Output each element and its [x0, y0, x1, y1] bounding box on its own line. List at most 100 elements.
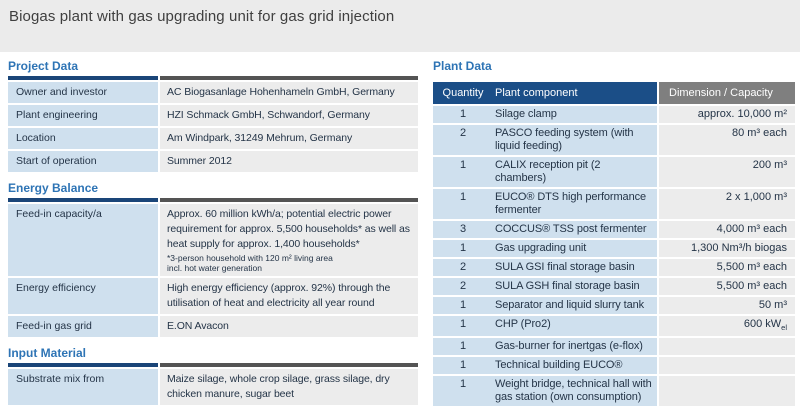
- table-row: 2 PASCO feeding system (with liquid feed…: [433, 125, 795, 155]
- table-row: Energy efficiency High energy efficiency…: [8, 278, 418, 314]
- header-quantity: Quantity: [442, 87, 484, 99]
- capacity-cell: 4,000 m³ each: [659, 221, 795, 238]
- capacity-cell: 80 m³ each: [659, 125, 795, 155]
- row-label: Energy efficiency: [8, 278, 158, 314]
- table-row: Owner and investor AC Biogasanlage Hohen…: [8, 82, 418, 103]
- plant-table-header: Quantity Plant component Dimension / Cap…: [433, 82, 795, 104]
- quantity-cell: 1: [459, 242, 467, 254]
- table-row: Feed-in gas grid E.ON Avacon: [8, 316, 418, 337]
- row-footnote: *3-person household with 120 m² living a…: [167, 253, 414, 273]
- table-row: 1 Silage clamp approx. 10,000 m²: [433, 106, 795, 123]
- header-capacity: Dimension / Capacity: [659, 82, 795, 104]
- row-value: E.ON Avacon: [160, 316, 418, 337]
- table-row: 1 EUCO® DTS high performance fermenter 2…: [433, 189, 795, 219]
- capacity-cell: 50 m³: [659, 297, 795, 314]
- row-label: Feed-in capacity/a: [8, 204, 158, 276]
- quantity-cell: 1: [459, 318, 467, 330]
- section-energy-balance: Energy Balance Feed-in capacity/a Approx…: [8, 181, 418, 337]
- underline-navy-segment: [8, 198, 158, 202]
- table-row: 1 Separator and liquid slurry tank 50 m³: [433, 297, 795, 314]
- row-label: Start of operation: [8, 151, 158, 172]
- capacity-cell: [659, 376, 795, 407]
- component-cell: Weight bridge, technical hall with gas s…: [495, 378, 652, 404]
- capacity-cell: 1,300 Nm³/h biogas: [659, 240, 795, 257]
- row-value: Summer 2012: [160, 151, 418, 172]
- section-underline: [8, 76, 418, 80]
- table-row: Substrate mix from Maize silage, whole c…: [8, 369, 418, 405]
- table-row: 2 SULA GSI final storage basin 5,500 m³ …: [433, 259, 795, 276]
- table-row: Location Am Windpark, 31249 Mehrum, Germ…: [8, 128, 418, 149]
- section-title-project-data: Project Data: [8, 59, 79, 73]
- component-cell: SULA GSI final storage basin: [495, 261, 635, 273]
- section-project-data: Project Data Owner and investor AC Bioga…: [8, 59, 418, 172]
- row-value: HZI Schmack GmbH, Schwandorf, Germany: [160, 105, 418, 126]
- capacity-value: 600 kW: [743, 318, 782, 330]
- table-row: Feed-in capacity/a Approx. 60 million kW…: [8, 204, 418, 276]
- row-value: AC Biogasanlage Hohenhameln GmbH, German…: [160, 82, 418, 103]
- underline-navy-segment: [8, 76, 158, 80]
- quantity-cell: 1: [459, 340, 467, 353]
- component-cell: Gas upgrading unit: [495, 242, 587, 254]
- capacity-cell: [659, 338, 795, 356]
- underline-gray-segment: [160, 198, 418, 202]
- page-title: Biogas plant with gas upgrading unit for…: [9, 8, 395, 25]
- quantity-cell: 3: [459, 223, 467, 235]
- table-row: 1 Technical building EUCO®: [433, 357, 795, 375]
- quantity-cell: 2: [459, 127, 467, 139]
- capacity-cell: [659, 357, 795, 375]
- plant-table-header-navy: Quantity Plant component: [433, 82, 657, 104]
- component-cell: Gas-burner for inertgas (e-flox): [495, 340, 643, 353]
- capacity-cell: 5,500 m³ each: [659, 259, 795, 276]
- underline-gray-segment: [160, 363, 418, 367]
- right-column: Plant Data Quantity Plant component Dime…: [433, 59, 795, 407]
- quantity-cell: 2: [459, 261, 467, 273]
- title-band: [0, 0, 800, 52]
- section-underline: [8, 198, 418, 202]
- quantity-cell: 1: [459, 159, 467, 171]
- component-cell: CHP (Pro2): [495, 318, 551, 330]
- capacity-subscript: el: [781, 323, 787, 333]
- table-row: 1 Weight bridge, technical hall with gas…: [433, 376, 795, 407]
- table-row: Start of operation Summer 2012: [8, 151, 418, 172]
- table-row: 1 CHP (Pro2) 600 kWel: [433, 316, 795, 337]
- capacity-cell: 200 m³: [659, 157, 795, 187]
- section-title-input-material: Input Material: [8, 346, 87, 360]
- component-cell: SULA GSH final storage basin: [495, 280, 640, 292]
- table-row: 3 COCCUS® TSS post fermenter 4,000 m³ ea…: [433, 221, 795, 238]
- header-component: Plant component: [495, 87, 578, 99]
- footnote-line-2: incl. hot water generation: [167, 263, 262, 273]
- quantity-cell: 2: [459, 280, 467, 292]
- underline-gray-segment: [160, 76, 418, 80]
- capacity-cell: 5,500 m³ each: [659, 278, 795, 295]
- row-label: Feed-in gas grid: [8, 316, 158, 337]
- table-row: 1 Gas upgrading unit 1,300 Nm³/h biogas: [433, 240, 795, 257]
- section-title-energy-balance: Energy Balance: [8, 181, 99, 195]
- quantity-cell: 1: [459, 191, 467, 203]
- table-row: 1 Gas-burner for inertgas (e-flox): [433, 338, 795, 356]
- quantity-cell: 1: [459, 378, 467, 391]
- row-value-text: Approx. 60 million kWh/a; potential elec…: [167, 208, 410, 250]
- table-row: Plant engineering HZI Schmack GmbH, Schw…: [8, 105, 418, 126]
- table-row: 2 SULA GSH final storage basin 5,500 m³ …: [433, 278, 795, 295]
- component-cell: CALIX reception pit (2 chambers): [495, 159, 601, 184]
- row-label: Location: [8, 128, 158, 149]
- row-value: High energy efficiency (approx. 92%) thr…: [160, 278, 418, 314]
- quantity-cell: 1: [459, 299, 467, 311]
- row-value: Approx. 60 million kWh/a; potential elec…: [160, 204, 418, 276]
- underline-navy-segment: [8, 363, 158, 367]
- footnote-line-1: *3-person household with 120 m² living a…: [167, 253, 333, 263]
- row-label: Plant engineering: [8, 105, 158, 126]
- row-value: Maize silage, whole crop silage, grass s…: [160, 369, 418, 405]
- component-cell: Technical building EUCO®: [495, 359, 623, 372]
- component-cell: EUCO® DTS high performance fermenter: [495, 191, 647, 216]
- component-cell: Separator and liquid slurry tank: [495, 299, 645, 311]
- section-input-material: Input Material Substrate mix from Maize …: [8, 346, 418, 405]
- capacity-cell: 600 kWel: [659, 316, 795, 337]
- row-value: Am Windpark, 31249 Mehrum, Germany: [160, 128, 418, 149]
- component-cell: PASCO feeding system (with liquid feedin…: [495, 127, 634, 152]
- table-row: 1 CALIX reception pit (2 chambers) 200 m…: [433, 157, 795, 187]
- left-column: Project Data Owner and investor AC Bioga…: [8, 59, 418, 407]
- row-label: Owner and investor: [8, 82, 158, 103]
- section-title-plant-data: Plant Data: [433, 59, 492, 73]
- capacity-cell: approx. 10,000 m²: [659, 106, 795, 123]
